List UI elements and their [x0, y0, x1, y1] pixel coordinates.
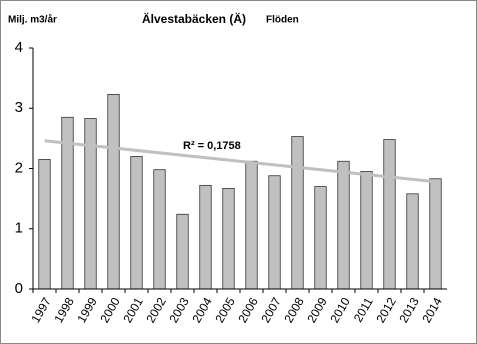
- y-tick-label: 3: [15, 99, 23, 116]
- y-tick-label: 1: [15, 220, 23, 237]
- bar: [291, 136, 304, 290]
- bar: [360, 171, 373, 290]
- bar: [38, 159, 51, 290]
- bar: [337, 160, 350, 290]
- y-tick-label: 4: [15, 39, 23, 56]
- bar: [406, 193, 419, 290]
- chart-subtitle: Flöden: [266, 15, 299, 26]
- bar: [429, 178, 442, 290]
- bar: [383, 139, 396, 290]
- bar: [107, 93, 120, 290]
- bar: [153, 169, 166, 290]
- bar: [199, 184, 212, 290]
- y-tick-label: 0: [15, 280, 23, 297]
- y-axis-label: Milj. m3/år: [8, 14, 57, 26]
- trendline-label: R² = 0,1758: [183, 140, 241, 152]
- trendline: [44, 139, 436, 184]
- bar: [222, 187, 235, 290]
- bar: [268, 175, 281, 290]
- bar: [245, 160, 258, 290]
- chart-title: Älvestabäcken (Ä): [142, 11, 246, 26]
- y-tick-label: 2: [15, 159, 23, 176]
- bar: [314, 186, 327, 290]
- bar: [176, 213, 189, 290]
- bar: [130, 156, 143, 290]
